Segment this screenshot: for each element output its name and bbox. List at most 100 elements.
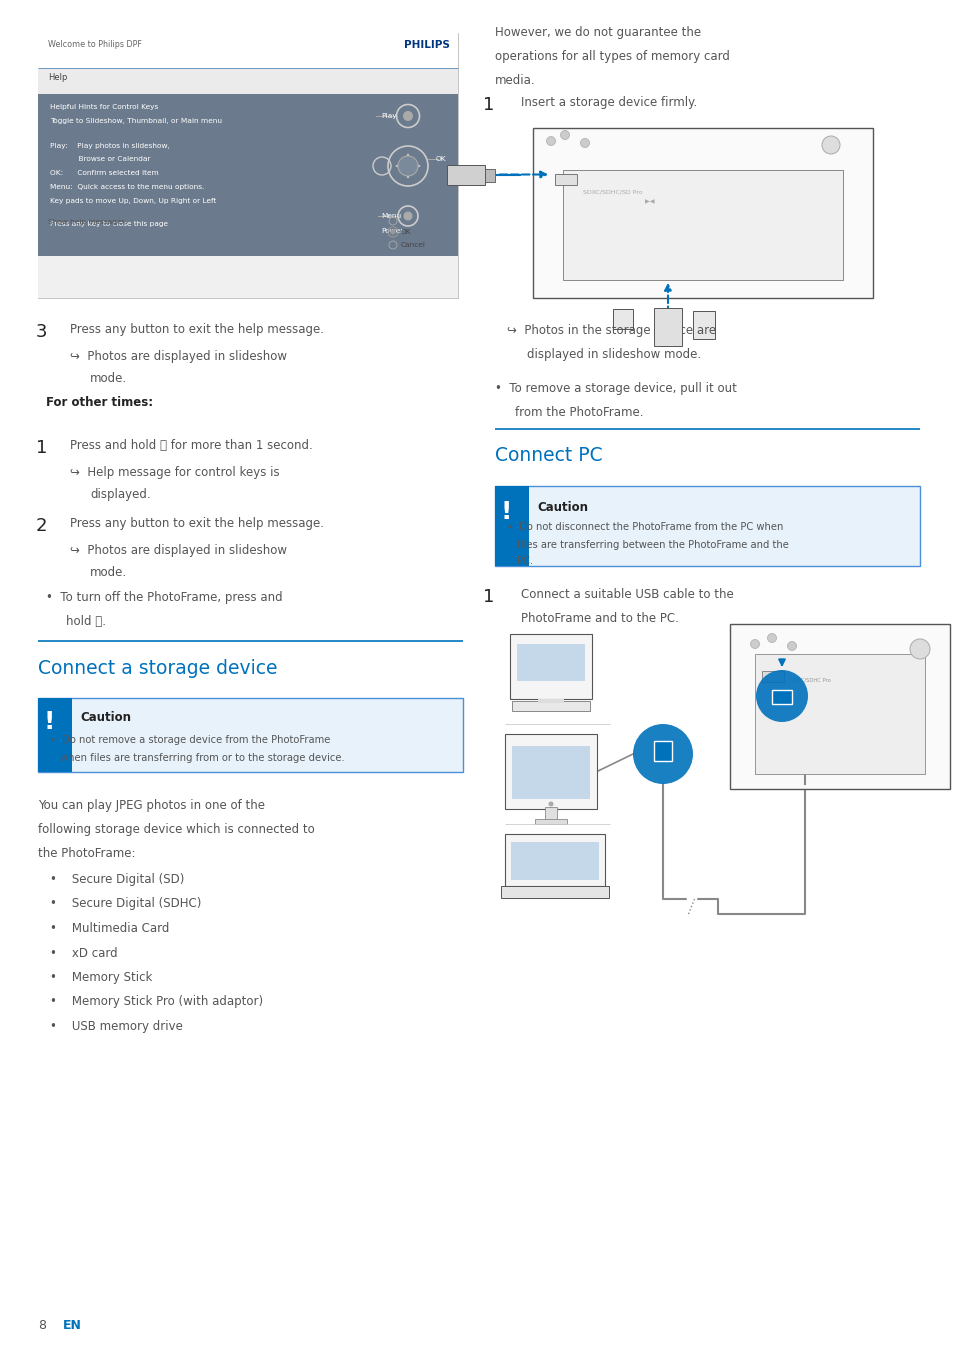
Text: For other times:: For other times: <box>46 396 153 409</box>
Text: displayed.: displayed. <box>90 488 151 501</box>
Text: ▶◀: ▶◀ <box>582 199 654 204</box>
Bar <box>504 834 604 886</box>
Bar <box>544 807 557 821</box>
Text: ↪  Help message for control keys is: ↪ Help message for control keys is <box>70 466 279 480</box>
Bar <box>754 654 924 774</box>
Circle shape <box>633 724 692 784</box>
Text: files are transferring between the PhotoFrame and the: files are transferring between the Photo… <box>517 540 788 550</box>
Text: ↪  Photos in the storage device are: ↪ Photos in the storage device are <box>506 324 716 336</box>
Text: •  To remove a storage device, pull it out: • To remove a storage device, pull it ou… <box>495 382 736 394</box>
Text: 1: 1 <box>482 588 494 607</box>
Text: •    xD card: • xD card <box>50 947 117 959</box>
Text: ↪  Photos are displayed in slideshow: ↪ Photos are displayed in slideshow <box>70 350 287 363</box>
Text: OK: OK <box>400 230 411 235</box>
Text: You can play JPEG photos in one of the: You can play JPEG photos in one of the <box>38 798 265 812</box>
Bar <box>761 671 783 682</box>
Text: •  To turn off the PhotoFrame, press and: • To turn off the PhotoFrame, press and <box>46 590 282 604</box>
Text: Help: Help <box>48 73 68 82</box>
Circle shape <box>579 139 589 147</box>
Text: Press any key to close this page: Press any key to close this page <box>50 222 168 227</box>
Text: OK: OK <box>436 155 446 162</box>
Circle shape <box>546 136 555 146</box>
Text: media.: media. <box>495 74 535 86</box>
Bar <box>517 644 584 681</box>
Text: 2: 2 <box>36 517 48 535</box>
Circle shape <box>821 136 840 154</box>
Text: mode.: mode. <box>90 372 127 385</box>
Text: Toggle to Slideshow, Thumbnail, or Main menu: Toggle to Slideshow, Thumbnail, or Main … <box>50 118 222 124</box>
Text: •  Do not remove a storage device from the PhotoFrame: • Do not remove a storage device from th… <box>50 735 330 744</box>
Bar <box>654 308 681 346</box>
Text: !: ! <box>43 711 54 734</box>
Circle shape <box>560 131 569 139</box>
Circle shape <box>750 639 759 648</box>
Text: operations for all types of memory card: operations for all types of memory card <box>495 50 729 63</box>
Text: mode.: mode. <box>90 566 127 580</box>
Bar <box>495 486 529 566</box>
Text: PHILIPS: PHILIPS <box>404 41 450 50</box>
Text: 3: 3 <box>36 323 48 340</box>
Bar <box>613 309 633 330</box>
Text: PhotoFrame and to the PC.: PhotoFrame and to the PC. <box>520 612 679 626</box>
Text: SDXC/SDHC/SD Pro: SDXC/SDHC/SD Pro <box>582 189 642 195</box>
Circle shape <box>397 155 417 176</box>
Bar <box>533 128 872 299</box>
Text: Connect a storage device: Connect a storage device <box>38 659 277 678</box>
Text: Press and hold ⏻ for more than 1 second.: Press and hold ⏻ for more than 1 second. <box>70 439 313 453</box>
Bar <box>38 95 457 255</box>
Text: Connect a suitable USB cable to the: Connect a suitable USB cable to the <box>520 588 733 601</box>
Text: Caution: Caution <box>80 711 131 724</box>
Bar <box>38 255 457 299</box>
Circle shape <box>548 801 553 807</box>
Text: However, we do not guarantee the: However, we do not guarantee the <box>495 26 700 39</box>
Circle shape <box>786 642 796 650</box>
Circle shape <box>767 634 776 643</box>
Bar <box>38 698 71 771</box>
Text: ↪  Photos are displayed in slideshow: ↪ Photos are displayed in slideshow <box>70 544 287 557</box>
Text: 8: 8 <box>38 1319 46 1332</box>
Text: Helpful Hints for Control Keys: Helpful Hints for Control Keys <box>50 104 158 109</box>
Bar <box>495 486 919 566</box>
Text: Menu: Menu <box>380 213 400 219</box>
Text: Cancel: Cancel <box>400 242 425 249</box>
Text: following storage device which is connected to: following storage device which is connec… <box>38 823 314 836</box>
Bar <box>38 32 457 68</box>
Text: Show help messages.: Show help messages. <box>48 219 128 226</box>
Text: Press any button to exit the help message.: Press any button to exit the help messag… <box>70 517 324 530</box>
Text: •    USB memory drive: • USB memory drive <box>50 1020 183 1034</box>
Text: 1: 1 <box>36 439 48 457</box>
Bar <box>535 819 566 824</box>
Bar <box>510 634 592 698</box>
Text: •    Multimedia Card: • Multimedia Card <box>50 921 170 935</box>
Text: Power: Power <box>380 228 403 234</box>
Bar <box>555 174 577 185</box>
Bar <box>512 746 589 798</box>
Bar <box>692 311 714 339</box>
Text: Connect PC: Connect PC <box>495 446 602 465</box>
Bar <box>38 698 462 771</box>
Circle shape <box>755 670 807 721</box>
Text: !: ! <box>499 500 511 524</box>
Text: Press any button to exit the help message.: Press any button to exit the help messag… <box>70 323 324 336</box>
Text: •  Do not disconnect the PhotoFrame from the PC when: • Do not disconnect the PhotoFrame from … <box>506 521 782 532</box>
Text: Insert a storage device firmly.: Insert a storage device firmly. <box>520 96 697 109</box>
Text: •    Secure Digital (SD): • Secure Digital (SD) <box>50 873 184 886</box>
Text: from the PhotoFrame.: from the PhotoFrame. <box>515 407 643 419</box>
Circle shape <box>403 212 412 220</box>
Text: !: ! <box>43 711 54 734</box>
Circle shape <box>390 230 395 235</box>
Text: EN: EN <box>63 1319 82 1332</box>
Text: the PhotoFrame:: the PhotoFrame: <box>38 847 135 861</box>
Bar <box>38 68 457 95</box>
Text: PC.: PC. <box>517 557 533 566</box>
Bar <box>562 170 842 280</box>
Text: 1: 1 <box>482 96 494 113</box>
Bar <box>729 624 949 789</box>
Bar <box>447 165 484 185</box>
Text: SDXC/SDHC Pro: SDXC/SDHC Pro <box>789 677 830 682</box>
Text: Welcome to Philips DPF: Welcome to Philips DPF <box>48 41 142 49</box>
Text: Caution: Caution <box>537 501 587 513</box>
Text: Menu:  Quick access to the menu options.: Menu: Quick access to the menu options. <box>50 184 204 190</box>
Text: Key pads to move Up, Down, Up Right or Left: Key pads to move Up, Down, Up Right or L… <box>50 197 216 204</box>
Text: when files are transferring from or to the storage device.: when files are transferring from or to t… <box>60 753 344 763</box>
